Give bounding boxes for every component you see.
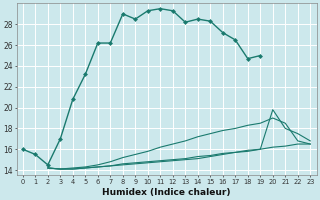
X-axis label: Humidex (Indice chaleur): Humidex (Indice chaleur) bbox=[102, 188, 231, 197]
